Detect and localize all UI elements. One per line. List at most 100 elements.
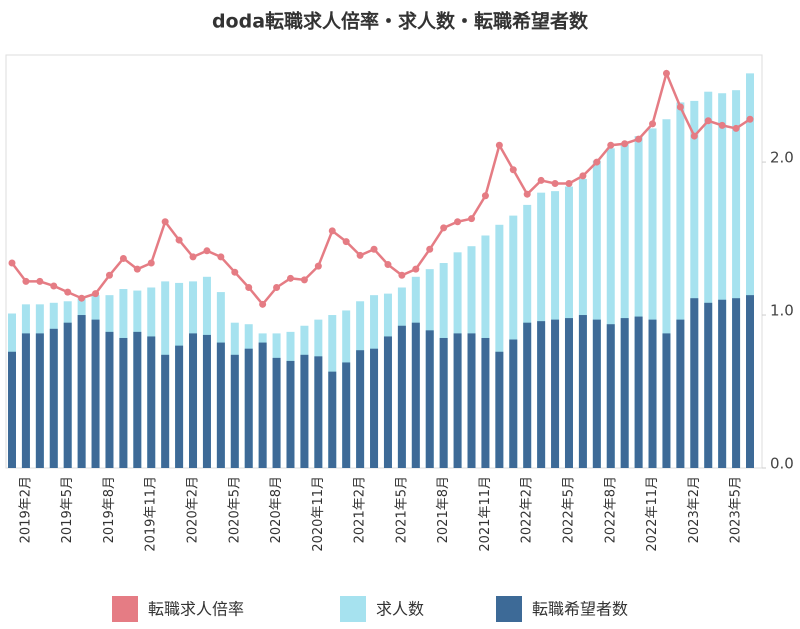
line-point	[203, 247, 211, 255]
line-point	[676, 103, 684, 111]
line-point	[245, 284, 253, 292]
line-point	[551, 179, 559, 187]
y-tick-label: 0.0	[770, 455, 794, 473]
bar	[509, 339, 518, 468]
bar	[328, 371, 337, 468]
bar	[411, 322, 420, 468]
bar	[648, 128, 657, 468]
legend-label: 転職求人倍率	[148, 600, 244, 619]
bar	[634, 136, 643, 468]
line-point	[273, 284, 281, 292]
bar	[662, 119, 671, 468]
line-point	[649, 120, 657, 128]
line-point	[635, 135, 643, 143]
line-point	[78, 294, 86, 302]
legend-label: 転職希望者数	[532, 600, 628, 619]
line-point	[8, 259, 16, 267]
bar	[690, 100, 699, 468]
line-point	[119, 254, 127, 262]
x-tick-label: 2023年5月	[729, 476, 744, 543]
line-point	[746, 115, 754, 123]
bar	[216, 342, 225, 468]
bar	[189, 333, 198, 468]
line-point	[92, 290, 100, 298]
x-tick-label: 2019年8月	[102, 476, 117, 543]
bar	[481, 337, 490, 468]
line-point	[286, 274, 294, 282]
bar	[648, 319, 657, 468]
bar	[35, 333, 44, 468]
line-point	[133, 265, 141, 273]
x-tick-label: 2020年2月	[186, 476, 201, 543]
x-tick-label: 2022年11月	[645, 476, 660, 552]
bar	[91, 319, 100, 468]
legend-swatch	[496, 596, 522, 622]
bar	[620, 143, 629, 469]
x-tick-label: 2020年11月	[311, 476, 326, 552]
bar	[634, 316, 643, 468]
bar	[202, 334, 211, 468]
line-point	[398, 271, 406, 279]
bar	[258, 342, 267, 468]
line-point	[593, 158, 601, 166]
legend-swatch	[340, 596, 366, 622]
x-tick-label: 2021年5月	[394, 476, 409, 543]
bar	[425, 330, 434, 468]
line-point	[523, 190, 531, 198]
bar	[495, 224, 504, 468]
line-point	[412, 265, 420, 273]
x-tick-label: 2019年11月	[144, 476, 159, 552]
bar	[690, 298, 699, 468]
line-point	[22, 277, 30, 285]
bar	[606, 148, 615, 468]
line-point	[231, 268, 239, 276]
line-point	[356, 251, 364, 259]
x-tick-label: 2021年11月	[478, 476, 493, 552]
line-point	[36, 277, 44, 285]
x-tick-label: 2022年2月	[520, 476, 535, 543]
bar	[397, 325, 406, 468]
bar	[704, 302, 713, 468]
bar	[161, 354, 170, 468]
bar	[272, 357, 281, 468]
bar	[732, 298, 741, 468]
bar	[49, 328, 58, 468]
line-point	[454, 218, 462, 226]
y-tick-label: 1.0	[770, 302, 794, 320]
bar	[746, 295, 754, 468]
line-point	[50, 282, 58, 290]
bar	[383, 336, 392, 468]
bar	[732, 90, 741, 468]
line-point	[732, 124, 740, 132]
bar	[439, 337, 448, 468]
y-tick-label: 2.0	[770, 149, 794, 167]
line-point	[565, 179, 573, 187]
line-point	[105, 271, 113, 279]
line-point	[384, 261, 392, 269]
line-point	[300, 276, 308, 284]
bar	[718, 299, 727, 468]
bar	[370, 348, 379, 468]
line-point	[481, 192, 489, 200]
line-point	[621, 140, 629, 148]
bar	[342, 362, 351, 468]
bar	[746, 73, 754, 468]
line-point	[64, 288, 72, 296]
line-point	[579, 172, 587, 180]
line-point	[607, 141, 615, 149]
line-point	[662, 69, 670, 77]
x-tick-label: 2022年8月	[603, 476, 618, 543]
bar	[105, 331, 114, 468]
bar	[537, 321, 546, 468]
bar	[467, 333, 476, 468]
bar	[147, 336, 156, 468]
bar	[77, 315, 86, 468]
bar	[676, 102, 685, 468]
bar	[314, 356, 323, 468]
bar	[356, 350, 365, 468]
x-tick-label: 2019年2月	[18, 476, 33, 543]
bar	[453, 333, 462, 468]
line-point	[147, 259, 155, 267]
bar	[21, 333, 30, 468]
